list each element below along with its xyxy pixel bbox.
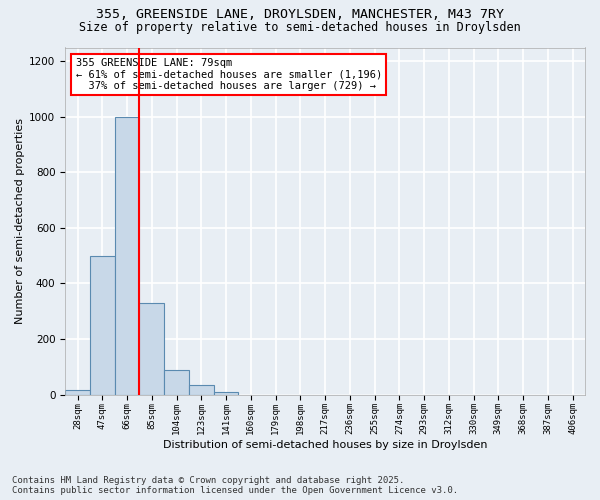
X-axis label: Distribution of semi-detached houses by size in Droylsden: Distribution of semi-detached houses by … — [163, 440, 487, 450]
Text: Contains HM Land Registry data © Crown copyright and database right 2025.
Contai: Contains HM Land Registry data © Crown c… — [12, 476, 458, 495]
Text: 355, GREENSIDE LANE, DROYLSDEN, MANCHESTER, M43 7RY: 355, GREENSIDE LANE, DROYLSDEN, MANCHEST… — [96, 8, 504, 20]
Bar — [214, 392, 238, 394]
Y-axis label: Number of semi-detached properties: Number of semi-detached properties — [15, 118, 25, 324]
Bar — [139, 303, 164, 394]
Bar — [115, 117, 139, 394]
Bar — [189, 385, 214, 394]
Text: Size of property relative to semi-detached houses in Droylsden: Size of property relative to semi-detach… — [79, 21, 521, 34]
Bar — [65, 390, 90, 394]
Bar — [90, 256, 115, 394]
Bar — [164, 370, 189, 394]
Text: 355 GREENSIDE LANE: 79sqm
← 61% of semi-detached houses are smaller (1,196)
  37: 355 GREENSIDE LANE: 79sqm ← 61% of semi-… — [76, 58, 382, 91]
